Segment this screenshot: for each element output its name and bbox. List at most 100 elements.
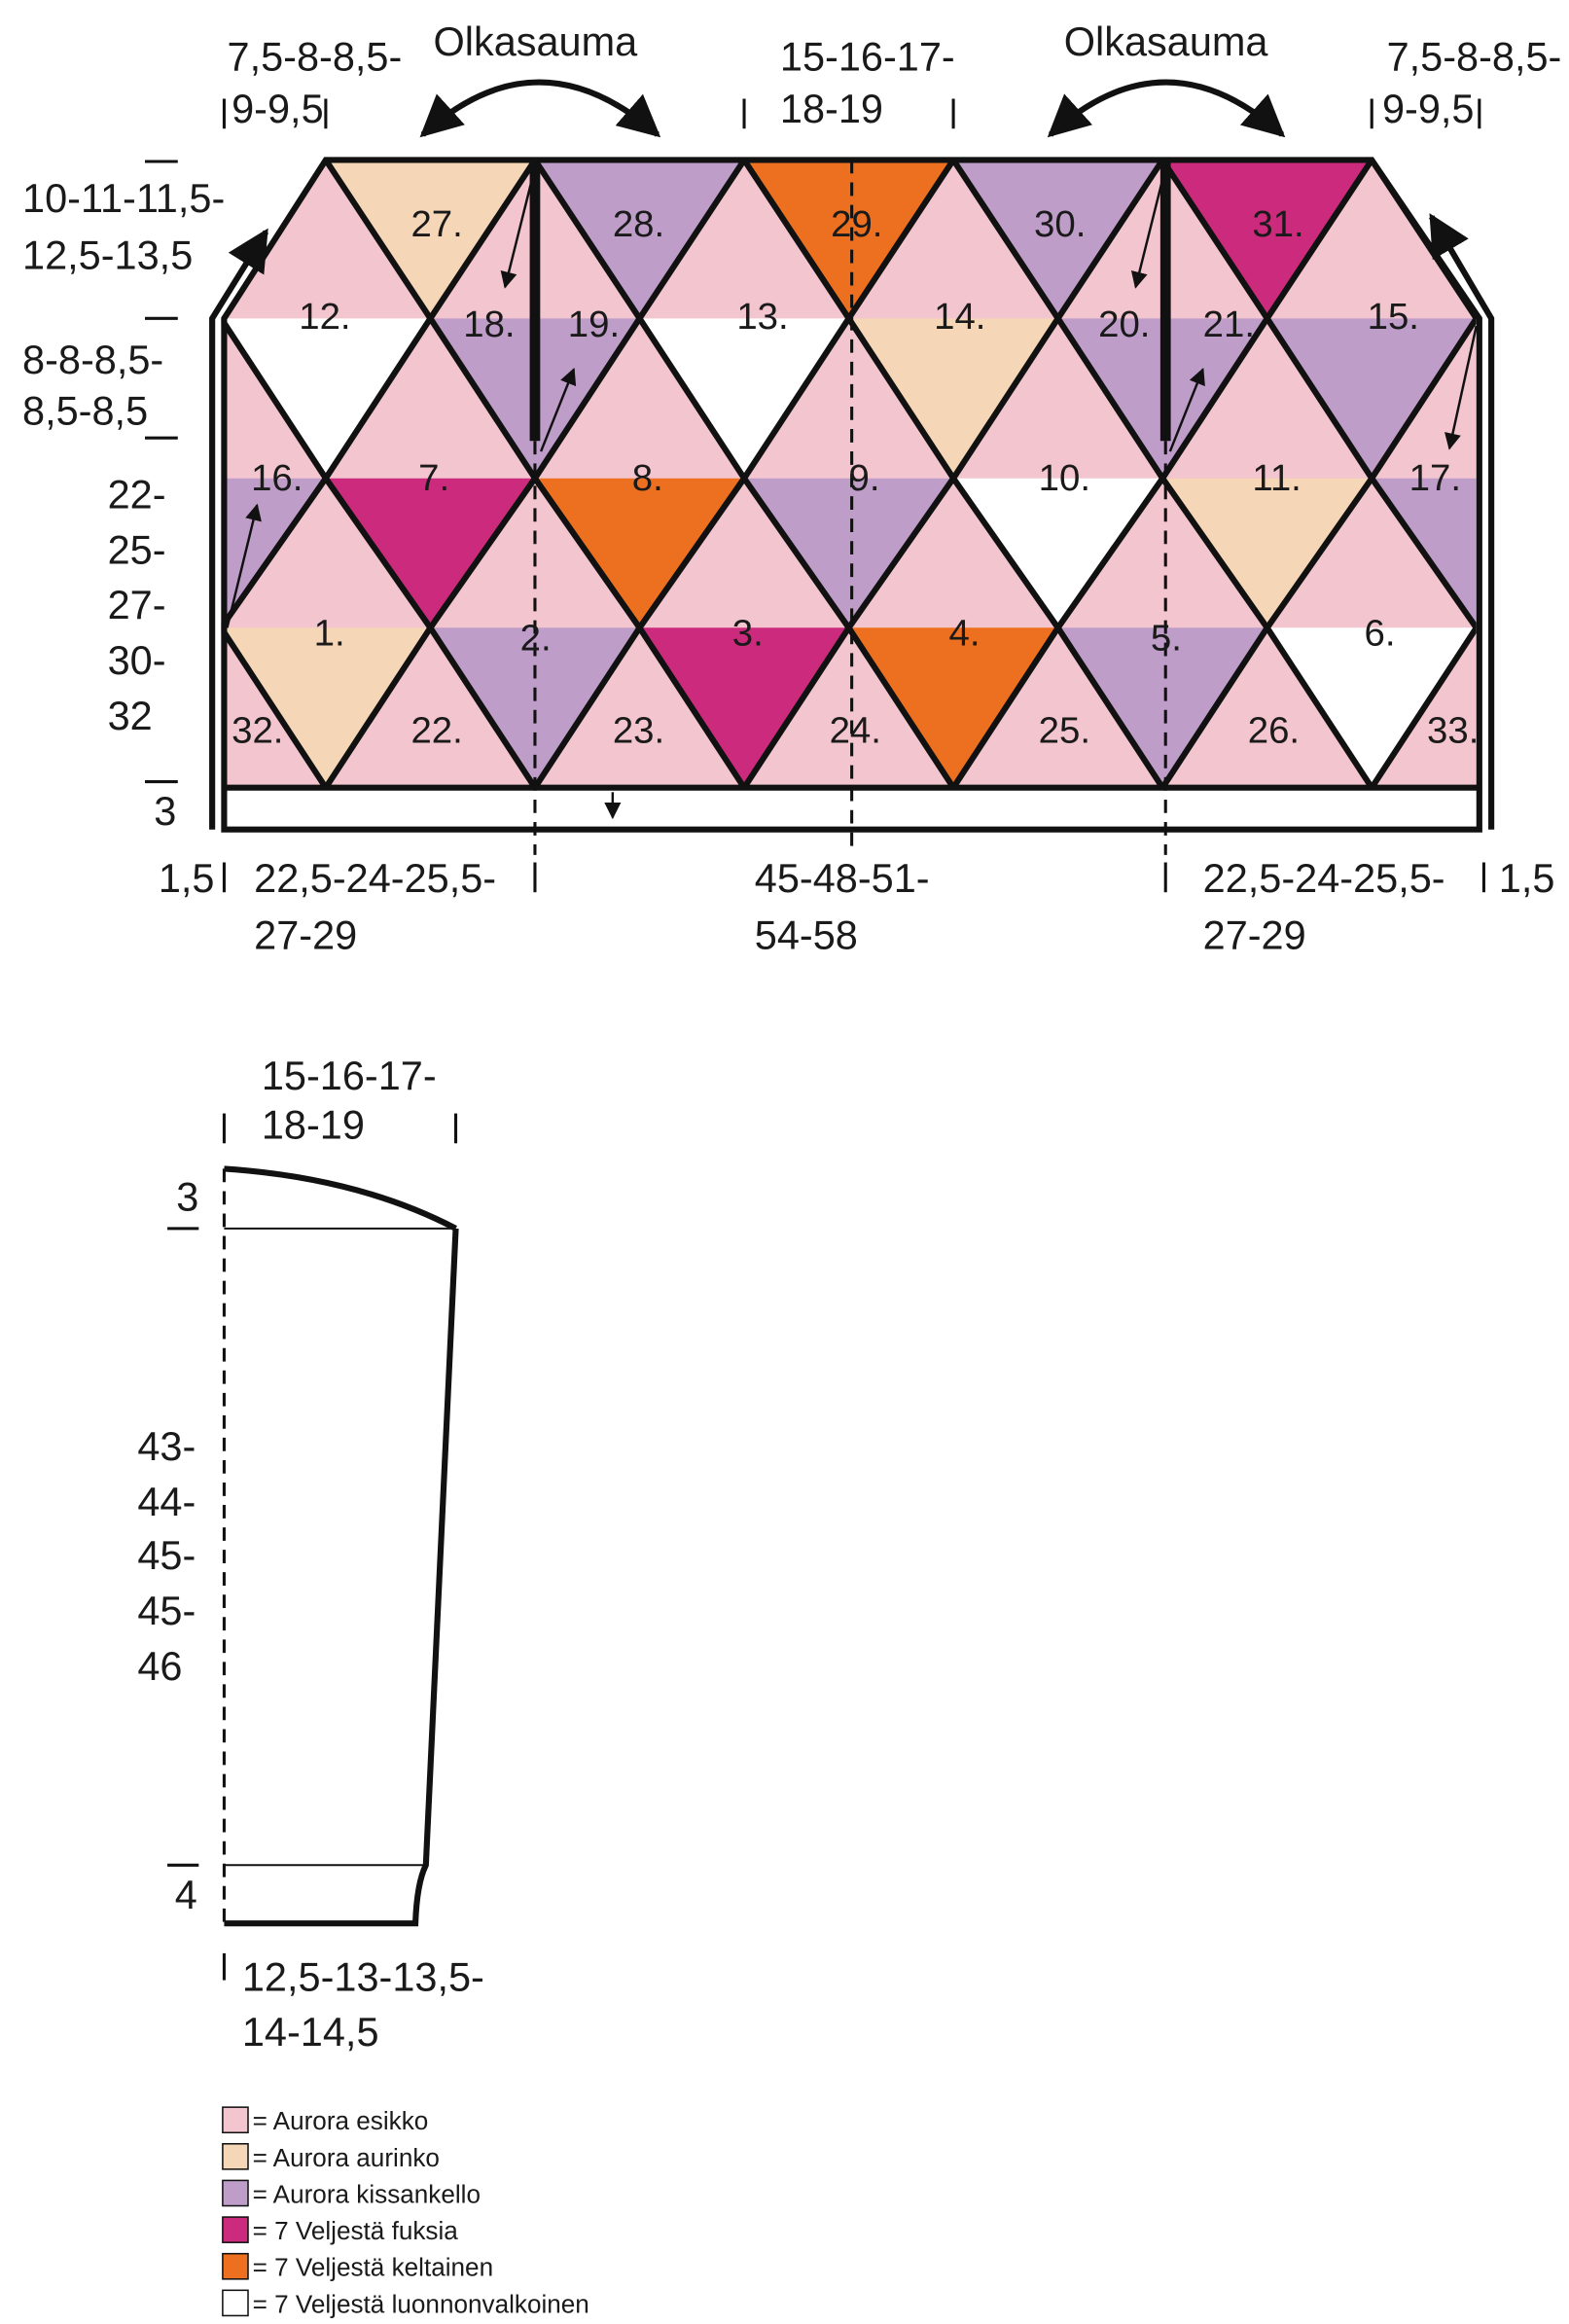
legend-label: = Aurora aurinko bbox=[253, 2143, 440, 2172]
dimension-label: 1,5 bbox=[159, 855, 215, 901]
triangle-label: 15. bbox=[1368, 296, 1419, 338]
triangle-label: 32. bbox=[232, 710, 283, 752]
color-triangle bbox=[534, 160, 745, 319]
dimension-label: 14-14,5 bbox=[242, 2009, 379, 2055]
lattice-line bbox=[532, 160, 956, 788]
legend-label: = Aurora esikko bbox=[253, 2106, 429, 2135]
seam-arrow bbox=[419, 79, 661, 138]
dimension-label: 27-29 bbox=[254, 912, 357, 958]
color-triangle bbox=[534, 478, 745, 628]
color-triangle bbox=[744, 160, 954, 319]
color-triangle bbox=[221, 318, 431, 479]
triangle-label: 4. bbox=[948, 613, 980, 655]
dimension-ticks bbox=[145, 98, 1485, 1981]
sleeve-outline bbox=[224, 1228, 459, 1927]
legend-label: = 7 Veljestä keltainen bbox=[253, 2253, 494, 2282]
triangle-label: 14. bbox=[934, 296, 985, 338]
triangle-label: 5. bbox=[1151, 617, 1182, 659]
shoulder-label: Olkasauma bbox=[1064, 18, 1269, 64]
color-triangle bbox=[221, 627, 431, 788]
triangle-label: 1. bbox=[314, 613, 345, 655]
triangle-label: 25. bbox=[1039, 710, 1090, 752]
dimension-label: 44- bbox=[137, 1479, 196, 1524]
color-triangle bbox=[1372, 478, 1477, 628]
triangle-label: 27. bbox=[410, 203, 462, 245]
color-triangle bbox=[1266, 318, 1477, 479]
triangle-labels: 1. 2. 3. 4. 5. 6. 7. 8. 9. 10. 11. 12. 13. 14. 15. 16. 1… bbox=[232, 203, 1479, 752]
dimension-label: 32 bbox=[108, 693, 153, 738]
triangle-label: 9. bbox=[849, 457, 880, 499]
lattice-line bbox=[1369, 160, 1477, 788]
dimension-label: 12,5-13,5 bbox=[22, 232, 193, 278]
triangle-label: 12. bbox=[299, 296, 350, 338]
color-triangle bbox=[848, 318, 1058, 479]
dimension-label: 7,5-8-8,5- bbox=[228, 33, 403, 79]
color-triangle bbox=[639, 318, 849, 479]
arrow bbox=[1168, 367, 1205, 452]
dimension-label: 10-11-11,5- bbox=[22, 175, 225, 221]
color-triangle bbox=[953, 478, 1163, 628]
triangle-label: 17. bbox=[1409, 457, 1461, 499]
legend-label: = 7 Veljestä fuksia bbox=[253, 2216, 459, 2245]
sleeve-cap bbox=[224, 1165, 457, 1232]
legend-label: = 7 Veljestä luonnonvalkoinen bbox=[253, 2289, 589, 2318]
triangle-label: 2. bbox=[520, 617, 552, 659]
triangle-label: 19. bbox=[568, 304, 620, 345]
triangle-label: 6. bbox=[1365, 613, 1396, 655]
seam-arrow bbox=[1047, 79, 1286, 138]
triangle-label: 30. bbox=[1034, 203, 1086, 245]
dimension-label: 7,5-8-8,5- bbox=[1387, 33, 1562, 79]
triangle-label: 16. bbox=[251, 457, 303, 499]
legend: = Aurora esikko = Aurora aurinko = Aurora … bbox=[222, 2106, 589, 2318]
color-triangle bbox=[325, 160, 535, 319]
triangle-label: 18. bbox=[463, 304, 515, 345]
legend-swatch bbox=[222, 2143, 249, 2170]
lattice bbox=[221, 160, 1477, 788]
arrow bbox=[1444, 325, 1478, 450]
color-triangle bbox=[848, 627, 1058, 788]
triangle-label: 10. bbox=[1039, 457, 1090, 499]
dimension-label: 45- bbox=[137, 1588, 196, 1633]
lattice-line bbox=[221, 160, 538, 788]
color-triangle bbox=[325, 478, 535, 628]
dimension-label: 8-8-8,5- bbox=[22, 337, 163, 382]
dimension-label: 4 bbox=[175, 1872, 197, 1917]
color-triangle bbox=[1162, 478, 1373, 628]
pickup-edge bbox=[209, 228, 269, 830]
color-triangle bbox=[639, 627, 849, 788]
color-fills bbox=[221, 160, 1477, 788]
lattice-line bbox=[221, 160, 329, 788]
small-arrows bbox=[226, 166, 1478, 820]
color-triangle bbox=[430, 627, 640, 788]
dimension-label: 43- bbox=[137, 1423, 196, 1469]
legend-label: = Aurora kissankello bbox=[253, 2179, 481, 2208]
legend-swatch bbox=[222, 2216, 249, 2243]
dimension-label: 9-9,5 bbox=[232, 86, 324, 131]
dimension-label: 8,5-8,5 bbox=[22, 387, 148, 433]
pickup-edge bbox=[1429, 213, 1495, 830]
triangle-label: 29. bbox=[831, 203, 882, 245]
triangle-label: 11. bbox=[1252, 457, 1302, 499]
color-triangle bbox=[953, 160, 1163, 319]
dimension-label: 27- bbox=[108, 582, 166, 627]
dimension-label: 45-48-51- bbox=[755, 855, 930, 901]
dimension-label: 45- bbox=[137, 1532, 196, 1578]
dimension-label: 9-9,5 bbox=[1382, 86, 1475, 131]
legend-swatch bbox=[222, 2289, 249, 2317]
arrow bbox=[539, 367, 577, 452]
triangle-label: 20. bbox=[1098, 304, 1150, 345]
triangle-label: 7. bbox=[418, 457, 449, 499]
triangle-label: 13. bbox=[736, 296, 788, 338]
dimension-label: 27-29 bbox=[1203, 912, 1306, 958]
color-triangle bbox=[221, 478, 326, 628]
shoulder-label: Olkasauma bbox=[433, 18, 638, 64]
dimension-label: 54-58 bbox=[755, 912, 858, 958]
color-triangle bbox=[1162, 160, 1373, 319]
dimension-label: 3 bbox=[176, 1173, 198, 1219]
lattice-line bbox=[323, 160, 747, 788]
color-triangle bbox=[1057, 627, 1267, 788]
dimension-label: 22,5-24-25,5- bbox=[254, 855, 496, 901]
triangle-label: 24. bbox=[830, 710, 881, 752]
triangle-label: 8. bbox=[632, 457, 663, 499]
